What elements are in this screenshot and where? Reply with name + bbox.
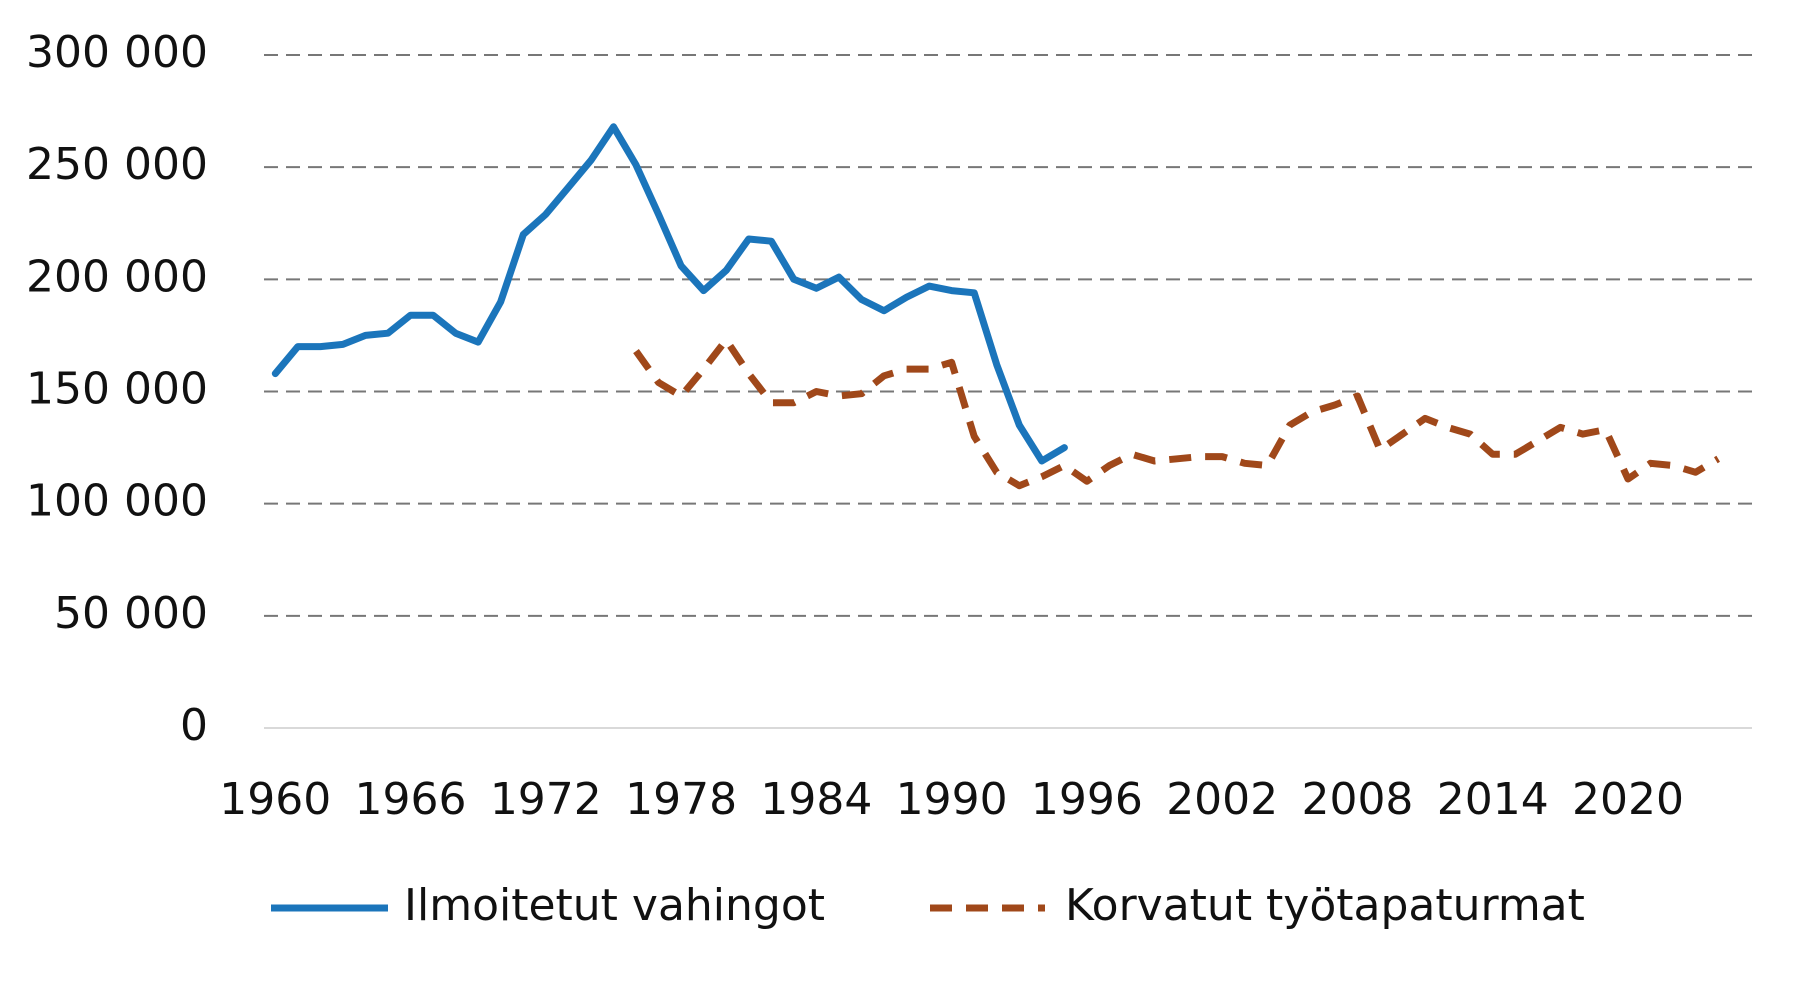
y-tick-label: 100 000 [26, 476, 208, 527]
y-tick-label: 250 000 [26, 139, 208, 190]
x-tick-label: 1972 [490, 774, 602, 825]
x-tick-label: 1966 [355, 774, 467, 825]
x-tick-label: 1990 [896, 774, 1008, 825]
x-tick-label: 1960 [219, 774, 331, 825]
y-tick-label: 150 000 [26, 364, 208, 415]
y-tick-label: 300 000 [26, 27, 208, 78]
series-line [633, 336, 1720, 490]
x-tick-label: 1996 [1031, 774, 1143, 825]
legend-label: Ilmoitetut vahingot [404, 880, 825, 931]
legend-label: Korvatut työtapaturmat [1065, 880, 1585, 931]
x-tick-label: 2014 [1437, 774, 1549, 825]
x-tick-label: 1978 [625, 774, 737, 825]
x-tick-label: 2002 [1166, 774, 1278, 825]
x-tick-label: 1984 [760, 774, 872, 825]
series-line [271, 123, 1068, 465]
y-tick-label: 200 000 [26, 251, 208, 302]
x-tick-label: 2008 [1301, 774, 1413, 825]
y-tick-label: 0 [180, 700, 208, 751]
y-tick-label: 50 000 [54, 588, 208, 639]
x-tick-label: 2020 [1572, 774, 1684, 825]
